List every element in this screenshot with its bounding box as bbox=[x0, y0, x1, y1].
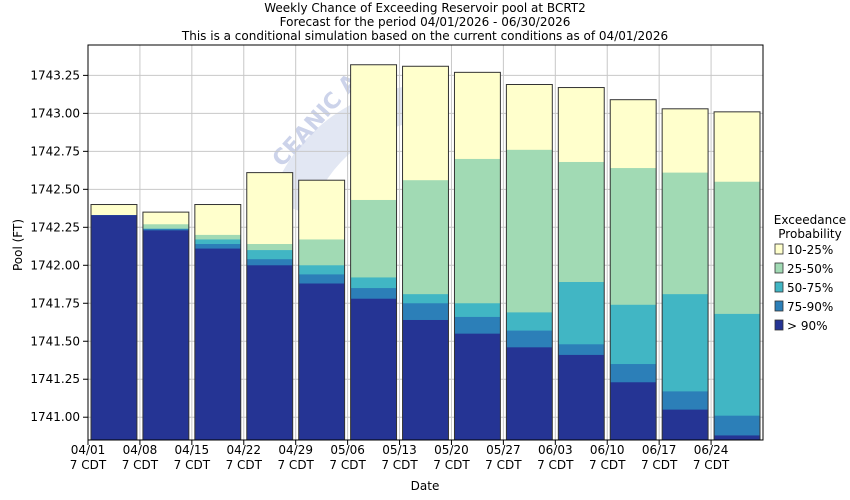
bar-group-04-22 bbox=[246, 172, 294, 441]
bar-segment-4-3 bbox=[246, 265, 293, 440]
x-tick-sublabel-7: 7 CDT bbox=[433, 458, 470, 472]
y-tick-label-4: 1742.00 bbox=[30, 258, 80, 272]
bar-segment-4-5 bbox=[350, 298, 397, 440]
x-tick-label-9: 06/03 bbox=[538, 443, 573, 457]
x-tick-label-12: 06/24 bbox=[694, 443, 729, 457]
x-tick-sublabel-11: 7 CDT bbox=[641, 458, 678, 472]
legend-swatch-1 bbox=[774, 262, 784, 274]
y-tick-label-9: 1743.25 bbox=[30, 68, 80, 82]
bar-group-06-17 bbox=[661, 108, 709, 441]
y-axis-label: Pool (FT) bbox=[11, 219, 25, 271]
bar-group-05-27 bbox=[505, 84, 553, 441]
bar-group-05-20 bbox=[453, 71, 501, 441]
y-axis-ticks: 1741.00 1741.25 1741.50 1741.75 1742.00 1742.… bbox=[30, 68, 88, 424]
x-tick-label-0: 04/01 bbox=[71, 443, 106, 457]
legend-label-3: 75-90% bbox=[787, 300, 833, 314]
x-tick-label-2: 04/15 bbox=[175, 443, 210, 457]
x-tick-label-10: 06/10 bbox=[590, 443, 625, 457]
bar-segment-4-4 bbox=[298, 283, 345, 440]
bar-segment-4-2 bbox=[194, 248, 241, 440]
bar-segment-4-12 bbox=[714, 435, 760, 440]
plot-frame bbox=[87, 44, 764, 441]
bar-segment-4-8 bbox=[506, 347, 553, 440]
x-tick-sublabel-9: 7 CDT bbox=[537, 458, 574, 472]
x-tick-sublabel-0: 7 CDT bbox=[70, 458, 107, 472]
bar-segment-4-7 bbox=[454, 333, 501, 440]
x-tick-sublabel-4: 7 CDT bbox=[277, 458, 314, 472]
x-tick-label-11: 06/17 bbox=[642, 443, 677, 457]
legend-swatch-0 bbox=[774, 243, 784, 255]
y-tick-label-8: 1743.00 bbox=[30, 106, 80, 120]
legend-swatch-2 bbox=[774, 281, 784, 293]
bar-group-06-10 bbox=[609, 99, 657, 441]
y-tick-label-7: 1742.75 bbox=[30, 144, 80, 158]
axes bbox=[87, 44, 764, 441]
legend-title-2: Probability bbox=[778, 227, 841, 241]
chart-subtitle-2: This is a conditional simulation based o… bbox=[181, 29, 668, 43]
bar-segment-4-11 bbox=[662, 409, 709, 440]
legend-swatch-3 bbox=[774, 300, 784, 312]
bar-segment-4-1 bbox=[142, 230, 189, 440]
legend-swatch-4 bbox=[774, 319, 784, 331]
bar-group-05-13 bbox=[402, 65, 449, 441]
bar-group-04-08 bbox=[142, 211, 190, 441]
y-tick-label-1: 1741.25 bbox=[30, 372, 80, 386]
x-tick-label-1: 04/08 bbox=[123, 443, 158, 457]
x-tick-sublabel-1: 7 CDT bbox=[122, 458, 159, 472]
chart-title: Weekly Chance of Exceeding Reservoir poo… bbox=[264, 1, 586, 15]
bar-segment-4-10 bbox=[610, 382, 657, 440]
legend-label-0: 10-25% bbox=[787, 243, 833, 257]
x-tick-label-7: 05/20 bbox=[434, 443, 469, 457]
bar-group-05-06 bbox=[350, 64, 398, 441]
x-tick-sublabel-3: 7 CDT bbox=[226, 458, 263, 472]
legend-label-2: 50-75% bbox=[787, 281, 833, 295]
legend-title-1: Exceedance bbox=[774, 213, 846, 227]
y-tick-label-6: 1742.50 bbox=[30, 182, 80, 196]
x-tick-sublabel-12: 7 CDT bbox=[693, 458, 730, 472]
chart-title-block: Weekly Chance of Exceeding Reservoir poo… bbox=[181, 1, 668, 43]
x-tick-sublabel-5: 7 CDT bbox=[329, 458, 366, 472]
y-tick-label-2: 1741.50 bbox=[30, 334, 80, 348]
x-tick-label-8: 05/27 bbox=[486, 443, 521, 457]
x-axis-label: Date bbox=[411, 479, 440, 493]
bar-segment-4-6 bbox=[402, 319, 449, 440]
x-tick-sublabel-10: 7 CDT bbox=[589, 458, 626, 472]
x-tick-sublabel-2: 7 CDT bbox=[174, 458, 211, 472]
bar-group-06-24 bbox=[713, 111, 761, 441]
y-tick-label-5: 1742.25 bbox=[30, 220, 80, 234]
x-tick-label-3: 04/22 bbox=[226, 443, 261, 457]
bar-group-04-29 bbox=[298, 179, 346, 441]
bar-segment-4-9 bbox=[558, 354, 605, 440]
bar-segment-4-0 bbox=[91, 215, 137, 440]
y-tick-label-0: 1741.00 bbox=[30, 410, 80, 424]
bars bbox=[90, 64, 761, 441]
x-tick-sublabel-8: 7 CDT bbox=[485, 458, 522, 472]
x-tick-label-4: 04/29 bbox=[278, 443, 313, 457]
chart-subtitle-1: Forecast for the period 04/01/2026 - 06/… bbox=[280, 15, 571, 29]
x-tick-sublabel-6: 7 CDT bbox=[381, 458, 418, 472]
legend-label-1: 25-50% bbox=[787, 262, 833, 276]
x-tick-label-6: 05/13 bbox=[382, 443, 417, 457]
bar-group-04-01 bbox=[90, 204, 138, 441]
y-tick-label-3: 1741.75 bbox=[30, 296, 80, 310]
bar-group-06-03 bbox=[557, 87, 605, 441]
legend-label-4: > 90% bbox=[787, 319, 828, 333]
bar-group-04-15 bbox=[194, 204, 242, 441]
x-tick-label-5: 05/06 bbox=[330, 443, 365, 457]
